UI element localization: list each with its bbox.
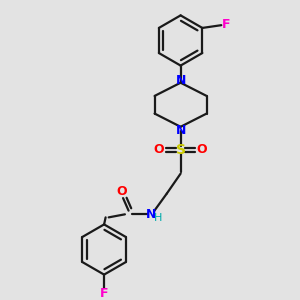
Text: N: N [146, 208, 156, 221]
Text: H: H [154, 213, 163, 223]
Text: F: F [222, 18, 230, 31]
Text: S: S [176, 143, 186, 157]
Text: O: O [197, 143, 207, 156]
Text: N: N [176, 124, 186, 137]
Text: N: N [176, 74, 186, 87]
Text: F: F [100, 287, 108, 300]
Text: O: O [154, 143, 164, 156]
Text: O: O [116, 185, 127, 198]
